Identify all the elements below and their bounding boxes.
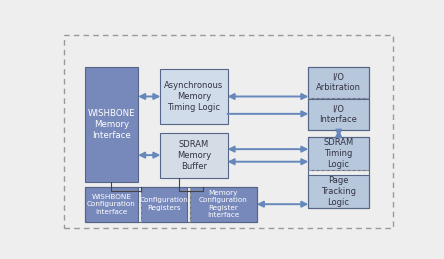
Text: SDRAM
Timing
Logic: SDRAM Timing Logic <box>323 138 354 169</box>
Text: Configuration
Registers: Configuration Registers <box>140 197 188 211</box>
Bar <box>309 67 369 130</box>
Bar <box>160 69 228 124</box>
Bar <box>309 175 369 207</box>
Text: Asynchronous
Memory
Timing Logic: Asynchronous Memory Timing Logic <box>164 81 224 112</box>
Bar <box>309 67 369 98</box>
Bar <box>160 133 228 178</box>
Bar <box>85 67 138 182</box>
Text: I/O
Arbitration: I/O Arbitration <box>316 72 361 92</box>
Text: SDRAM
Memory
Buffer: SDRAM Memory Buffer <box>177 140 211 171</box>
Bar <box>309 137 369 170</box>
Bar <box>309 99 369 130</box>
Text: Page
Tracking
Logic: Page Tracking Logic <box>321 176 356 207</box>
Text: WISHBONE
Configuration
Interface: WISHBONE Configuration Interface <box>87 193 136 215</box>
Bar <box>85 187 138 221</box>
Bar <box>190 187 257 221</box>
Bar <box>141 187 187 221</box>
Text: WISHBONE
Memory
Interface: WISHBONE Memory Interface <box>87 109 135 140</box>
Bar <box>309 137 369 207</box>
Text: I/O
Interface: I/O Interface <box>320 104 357 124</box>
Bar <box>85 187 257 221</box>
Text: Memory
Configuration
Register
Interface: Memory Configuration Register Interface <box>199 190 248 218</box>
